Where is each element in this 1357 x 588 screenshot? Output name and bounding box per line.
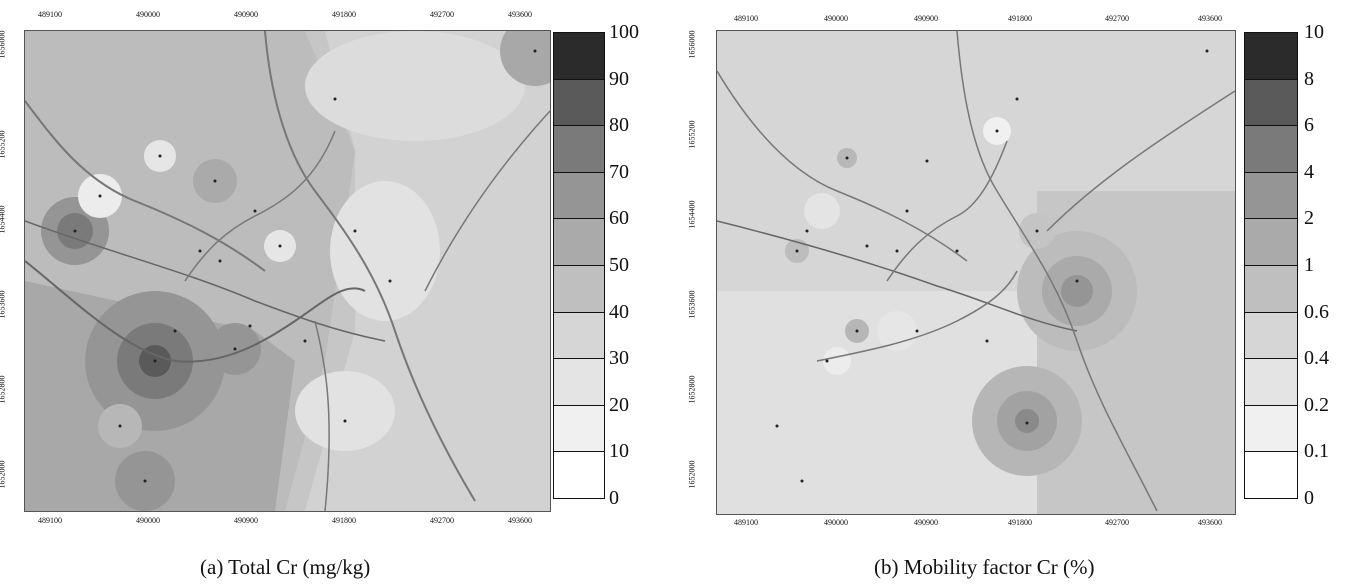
x-tick-bottom: 490900	[234, 516, 258, 525]
map-total-cr-svg	[25, 31, 550, 511]
legend-swatch	[553, 451, 605, 499]
x-tick-top: 492700	[1105, 14, 1129, 23]
legend-label: 1	[1304, 254, 1314, 276]
legend-swatch	[553, 265, 605, 313]
y-tick: 1652800	[0, 375, 7, 404]
legend-swatch	[553, 32, 605, 80]
x-tick-top: 492700	[430, 10, 454, 19]
caption-mobility-factor: (b) Mobility factor Cr (%)	[874, 555, 1095, 579]
legend-label: 2	[1304, 207, 1314, 230]
legend-swatch	[1244, 358, 1298, 406]
legend-label: 0	[609, 487, 619, 509]
y-tick: 1656000	[687, 30, 697, 59]
legend-label: 8	[1304, 67, 1314, 90]
y-tick: 1652000	[687, 460, 697, 489]
legend-swatch	[1244, 78, 1298, 127]
x-tick-bottom: 490900	[914, 518, 938, 527]
x-tick-bottom: 492700	[430, 516, 454, 525]
legend-mobility-factor: 10 8 6 4 2 1 0.6 0.4 0.2 0.1 0	[1244, 22, 1329, 508]
y-tick: 1654400	[687, 200, 697, 229]
y-tick: 1655200	[687, 120, 697, 149]
x-tick-top: 491800	[332, 10, 356, 19]
legend-label: 100	[609, 21, 639, 43]
legend-swatch	[553, 358, 605, 406]
legend-label: 40	[609, 300, 629, 323]
legend-label: 0.2	[1304, 393, 1329, 416]
x-tick-top: 490000	[136, 10, 160, 19]
x-tick-bottom: 492700	[1105, 518, 1129, 527]
legend-swatch	[1244, 125, 1298, 173]
x-tick-top: 489100	[38, 10, 62, 19]
panel-mobility-factor: 489100 490000 490900 491800 492700 49360…	[687, 0, 1357, 588]
caption-total-cr: (a) Total Cr (mg/kg)	[200, 555, 371, 579]
y-tick: 1653600	[687, 290, 697, 319]
x-tick-top: 490900	[234, 10, 258, 19]
x-tick-bottom: 490000	[136, 516, 160, 525]
legend-swatch	[553, 125, 605, 173]
legend-swatch	[1244, 32, 1298, 80]
x-tick-top: 493600	[508, 10, 532, 19]
legend-label: 10	[609, 440, 629, 463]
legend-swatch	[1244, 311, 1298, 360]
legend-label: 0	[1304, 487, 1314, 509]
legend-swatch	[1244, 451, 1298, 499]
legend-swatch	[1244, 171, 1298, 220]
y-tick: 1654400	[0, 205, 7, 234]
y-tick: 1656000	[0, 30, 7, 59]
legend-swatch	[553, 218, 605, 266]
legend-label: 20	[609, 393, 629, 416]
legend-label: 80	[609, 114, 629, 137]
x-tick-top: 489100	[734, 14, 758, 23]
x-tick-top: 490900	[914, 14, 938, 23]
y-tick: 1655200	[0, 130, 7, 159]
y-tick: 1653600	[0, 290, 7, 319]
legend-label: 0.4	[1304, 347, 1329, 370]
x-tick-bottom: 491800	[332, 516, 356, 525]
legend-swatch	[553, 78, 605, 127]
legend-swatch	[553, 171, 605, 220]
legend-label: 10	[1304, 21, 1324, 43]
y-tick: 1652800	[687, 375, 697, 404]
legend-swatch	[1244, 404, 1298, 453]
x-tick-top: 490000	[824, 14, 848, 23]
legend-label: 4	[1304, 160, 1314, 183]
legend-label: 70	[609, 160, 629, 183]
x-tick-bottom: 491800	[1008, 518, 1032, 527]
y-tick: 1652000	[0, 460, 7, 489]
legend-total-cr: 100 90 80 70 60 50 40 30 20 10 0	[553, 22, 639, 508]
map-mobility-factor	[716, 30, 1236, 515]
panel-total-cr: 489100 490000 490900 491800 492700 49360…	[0, 0, 665, 588]
x-tick-bottom: 493600	[1198, 518, 1222, 527]
x-tick-bottom: 489100	[734, 518, 758, 527]
map-total-cr	[24, 30, 551, 512]
x-tick-bottom: 493600	[508, 516, 532, 525]
legend-label: 6	[1304, 114, 1314, 137]
legend-swatch	[1244, 218, 1298, 266]
legend-swatch	[553, 404, 605, 453]
legend-label: 0.1	[1304, 440, 1329, 463]
legend-swatch	[1244, 265, 1298, 313]
legend-swatch	[553, 311, 605, 360]
x-tick-top: 491800	[1008, 14, 1032, 23]
x-tick-top: 493600	[1198, 14, 1222, 23]
legend-label: 90	[609, 67, 629, 90]
legend-label: 60	[609, 207, 629, 230]
legend-label: 30	[609, 347, 629, 370]
x-tick-bottom: 490000	[824, 518, 848, 527]
legend-label: 0.6	[1304, 300, 1329, 323]
map-mobility-factor-svg	[717, 31, 1235, 514]
x-tick-bottom: 489100	[38, 516, 62, 525]
legend-label: 50	[609, 254, 629, 276]
